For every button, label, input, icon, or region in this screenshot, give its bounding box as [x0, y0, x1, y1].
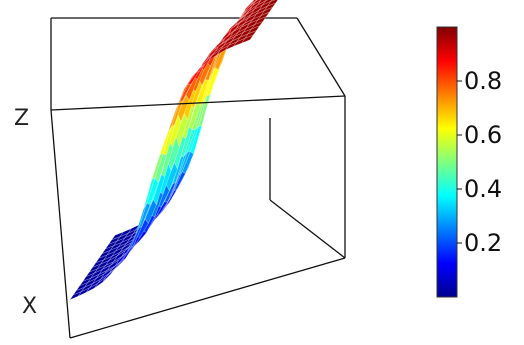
box-edge — [50, 109, 71, 339]
colorbar-tick-label: 0.8 — [464, 67, 502, 95]
surface-cell — [255, 0, 259, 2]
surface-cell — [260, 6, 274, 17]
surface-cell — [253, 16, 267, 26]
colorbar-gradient — [436, 26, 458, 298]
colorbar-tick-label: 0.6 — [464, 121, 502, 149]
surface-cell — [252, 0, 262, 6]
surface-cell — [264, 0, 269, 2]
surface-mesh — [69, 0, 279, 301]
colorbar-tick-label: 0.2 — [464, 229, 502, 257]
colorbar-ticks: 0.2 0.4 0.6 0.8 — [457, 67, 502, 257]
axis-letter-z: Z — [14, 106, 29, 131]
box-edge — [296, 17, 346, 97]
box-front — [50, 18, 346, 339]
surface-cell — [269, 0, 276, 3]
surface-cell — [244, 29, 258, 39]
surface-cell — [257, 0, 267, 6]
surface-cell — [247, 25, 261, 35]
surface-cell — [250, 20, 264, 30]
box-edge — [50, 95, 346, 111]
colorbar-tick-label: 0.4 — [464, 175, 502, 203]
surface-cell — [241, 34, 254, 44]
box-edge — [269, 199, 346, 259]
axis-letter-x: X — [22, 294, 37, 319]
colorbar: 0.2 0.4 0.6 0.8 — [436, 26, 502, 298]
surface-cell — [257, 11, 271, 21]
surface-cell — [261, 0, 273, 6]
box-edge — [69, 257, 346, 339]
